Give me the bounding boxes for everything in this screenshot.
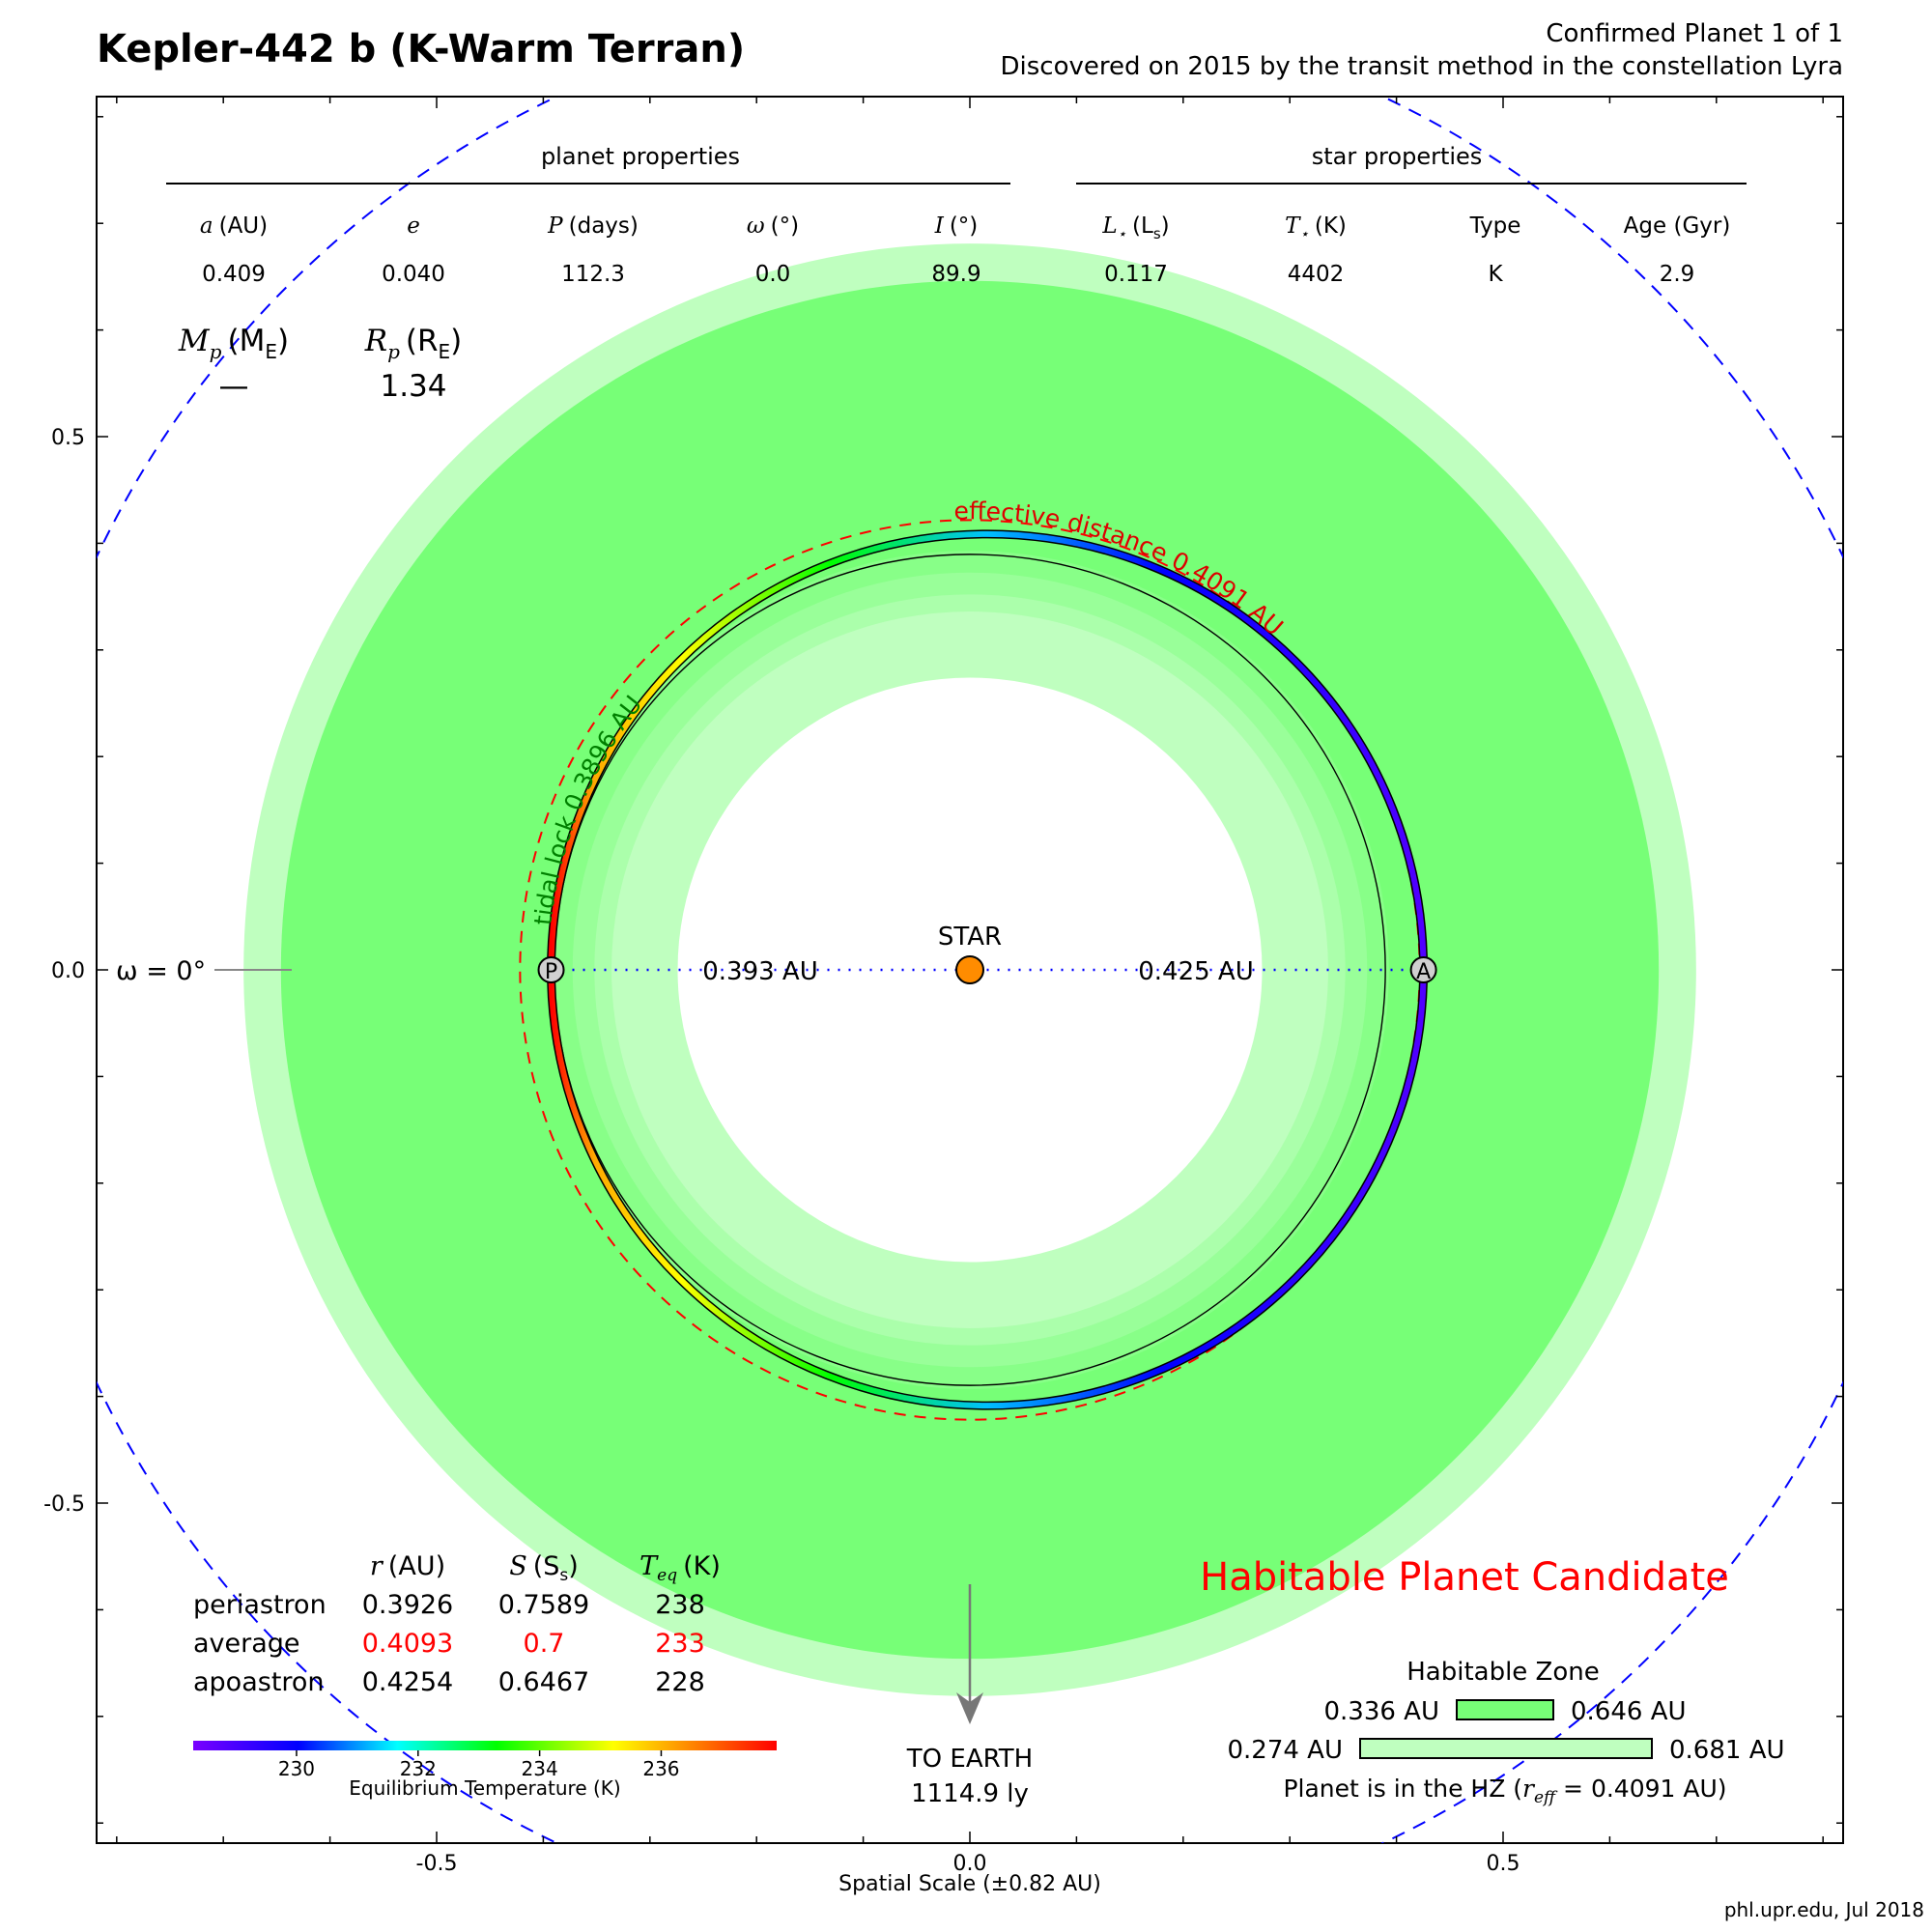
planet-property-header: I (°) <box>934 213 979 239</box>
orbit-table-row-label: apoastron <box>193 1667 325 1697</box>
orbit-table-s: 0.7 <box>524 1629 565 1659</box>
axis-ticks <box>97 97 1843 1843</box>
habitability-status: Habitable Planet Candidate <box>1200 1555 1729 1600</box>
orbit-table-row-label: periastron <box>193 1590 327 1620</box>
earth-arrow-icon <box>956 1692 983 1724</box>
colorbar-label: Equilibrium Temperature (K) <box>349 1776 620 1800</box>
star-property-header: L⋆ (Ls) <box>1101 213 1169 242</box>
hz-conservative-outer: 0.646 AU <box>1571 1697 1687 1726</box>
radius-header: Rp (RE) <box>364 324 463 363</box>
orbit-table-t: 228 <box>655 1667 705 1697</box>
planet-property-header: e <box>407 213 420 239</box>
hz-note: Planet is in the HZ (reff = 0.4091 AU) <box>1283 1775 1726 1807</box>
planet-properties-table: a (AU) 0.409 e 0.040 P (days) 112.3 ω (°) 0.0 I (°) 8… <box>200 213 981 287</box>
star-property-value: 2.9 <box>1660 262 1695 287</box>
apoastron-distance-label: 0.425 AU <box>1138 957 1254 986</box>
orbit-table-t: 238 <box>655 1590 705 1620</box>
y-tick-label: 0.0 <box>51 959 85 983</box>
star-property-header: T⋆ (K) <box>1285 213 1347 242</box>
orbit-table-r: 0.3926 <box>362 1590 453 1620</box>
temperature-colorbar <box>193 1741 777 1750</box>
y-tick-label: -0.5 <box>43 1492 85 1517</box>
orbit-table-r: 0.4254 <box>362 1667 453 1697</box>
planet-property-header: P (days) <box>547 213 639 239</box>
hz-optimistic-inner: 0.274 AU <box>1227 1736 1343 1765</box>
periastron-distance-label: 0.393 AU <box>702 957 818 986</box>
earth-distance: 1114.9 ly <box>911 1779 1029 1808</box>
planet-property-value: 89.9 <box>931 262 980 287</box>
planet-property-value: 112.3 <box>561 262 625 287</box>
orbit-table-header-t: Teq (K) <box>639 1551 721 1585</box>
star-properties-heading: star properties <box>1312 143 1483 170</box>
orbit-table: r (AU) S (Ss) Teq (K) periastron 0.3926 0.758… <box>193 1551 721 1697</box>
orbit-table-header-s: S (Ss) <box>509 1551 579 1585</box>
star-property-header: Type <box>1469 213 1521 239</box>
hz-conservative-swatch <box>1456 1699 1554 1720</box>
orbit-table-row-label: average <box>193 1629 300 1659</box>
earth-label: TO EARTH <box>906 1745 1033 1774</box>
orbit-table-r: 0.4093 <box>362 1629 453 1659</box>
planet-count-subtitle: Confirmed Planet 1 of 1 <box>1546 19 1843 48</box>
x-tick-label: -0.5 <box>416 1852 458 1876</box>
omega-label: ω = 0° <box>116 956 206 986</box>
colorbar-tick-label: 230 <box>278 1757 315 1780</box>
star-properties-table: L⋆ (Ls) 0.117 T⋆ (K) 4402 Type K Age (Gyr) 2.9 <box>1101 213 1730 287</box>
svg-text:A: A <box>1416 960 1431 984</box>
discovery-subtitle: Discovered on 2015 by the transit method… <box>1000 52 1844 81</box>
colorbar-ticks: 230 232 234 236 <box>278 1750 680 1780</box>
page-title: Kepler-442 b (K-Warm Terran) <box>97 27 746 71</box>
x-tick-label: 0.0 <box>953 1852 987 1876</box>
orbit-table-header-r: r (AU) <box>370 1551 445 1581</box>
credit-footer: phl.upr.edu, Jul 2018 <box>1723 1898 1924 1921</box>
mass-header: Mp (ME) <box>178 324 289 363</box>
mass-value: — <box>219 369 249 404</box>
y-tick-label: 0.5 <box>51 426 85 450</box>
x-tick-label: 0.5 <box>1487 1852 1520 1876</box>
apoastron-marker: A <box>1409 956 1437 984</box>
hz-legend-title: Habitable Zone <box>1406 1658 1600 1687</box>
orbit-table-t: 233 <box>655 1629 705 1659</box>
orbit-table-s: 0.6467 <box>498 1667 589 1697</box>
orbit-table-s: 0.7589 <box>498 1590 589 1620</box>
radius-value: 1.34 <box>380 369 446 404</box>
hz-conservative-inner: 0.336 AU <box>1323 1697 1439 1726</box>
periastron-marker: P <box>537 956 565 984</box>
star-label: STAR <box>938 923 1002 952</box>
planet-property-header: a (AU) <box>200 213 268 239</box>
planet-properties-heading: planet properties <box>541 143 740 170</box>
hz-optimistic-outer: 0.681 AU <box>1669 1736 1785 1765</box>
svg-text:P: P <box>545 960 557 984</box>
star-property-value: 0.117 <box>1104 262 1168 287</box>
hz-optimistic-swatch <box>1359 1738 1653 1759</box>
star-icon <box>955 955 984 984</box>
axis-tick-labels: -0.5 0.0 0.5 0.5 0.0 -0.5 <box>43 426 1520 1876</box>
planet-property-value: 0.040 <box>382 262 445 287</box>
star-property-value: K <box>1488 262 1503 287</box>
colorbar-tick-label: 234 <box>522 1757 558 1780</box>
planet-property-value: 0.0 <box>755 262 791 287</box>
star-property-header: Age (Gyr) <box>1624 213 1731 239</box>
x-axis-label: Spatial Scale (±0.82 AU) <box>838 1872 1101 1896</box>
colorbar-tick-label: 236 <box>642 1757 679 1780</box>
planet-property-header: ω (°) <box>747 213 799 239</box>
colorbar-tick-label: 232 <box>400 1757 437 1780</box>
planet-property-value: 0.409 <box>202 262 266 287</box>
star-property-value: 4402 <box>1288 262 1345 287</box>
